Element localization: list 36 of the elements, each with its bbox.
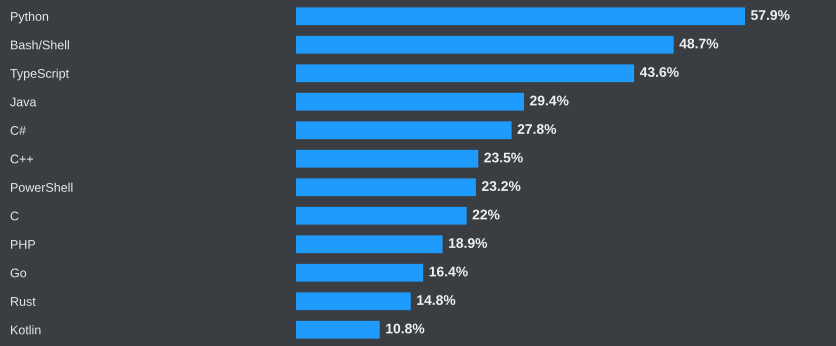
- data-label: 10.8%: [386, 324, 424, 334]
- y-tick-label: C: [10, 212, 19, 220]
- bar: [296, 64, 634, 82]
- data-label: 22%: [472, 210, 500, 220]
- bar: [296, 150, 478, 168]
- data-label: 16.4%: [430, 266, 468, 276]
- bar: [296, 92, 524, 111]
- data-label: 14.8%: [417, 295, 456, 305]
- y-tick-label: C++: [10, 154, 34, 164]
- bar: [296, 206, 467, 225]
- y-tick-label: Go: [10, 268, 26, 278]
- y-tick-label: PowerShell: [11, 182, 72, 192]
- bar: [296, 264, 424, 282]
- data-label: 48.7%: [679, 38, 718, 48]
- y-tick-label: Kotlin: [11, 325, 40, 334]
- bar: [296, 320, 380, 339]
- bar: [296, 235, 443, 254]
- data-label: 57.9%: [750, 10, 790, 20]
- y-tick-label: Bash/Shell: [11, 40, 69, 50]
- y-tick-label: Rust: [11, 297, 36, 306]
- data-label: 23.5%: [484, 152, 523, 162]
- y-tick-label: PHP: [11, 240, 36, 249]
- bar: [296, 36, 674, 54]
- y-tick-label: Java: [10, 98, 36, 106]
- data-label: 43.6%: [640, 67, 679, 77]
- y-tick-label: Python: [11, 12, 48, 24]
- data-label: 23.2%: [482, 181, 520, 191]
- bar: [296, 121, 512, 140]
- bar: [296, 178, 476, 196]
- data-label: 18.9%: [448, 238, 488, 248]
- data-label: 29.4%: [530, 96, 569, 106]
- bar: [296, 7, 745, 26]
- y-tick-label: TypeScript: [10, 68, 69, 80]
- bar: [296, 292, 411, 310]
- y-tick-label: C#: [10, 126, 26, 135]
- data-label: 27.8%: [518, 124, 556, 134]
